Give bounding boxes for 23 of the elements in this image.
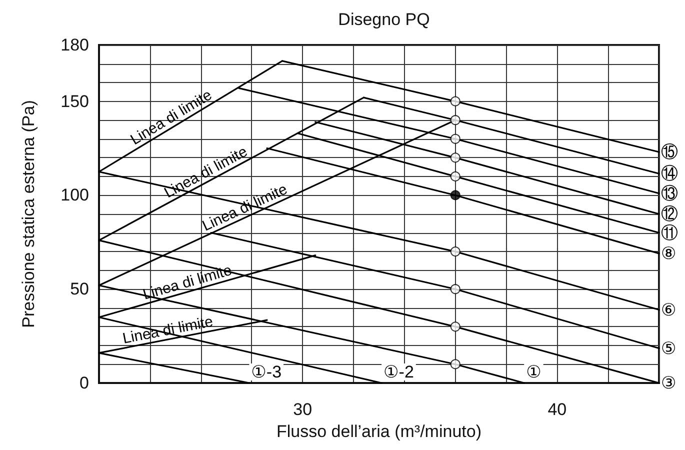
series-label: ⑫: [661, 204, 678, 224]
y-tick-label: 0: [80, 374, 89, 392]
series-label: ⑬: [661, 184, 678, 203]
series-label: ⑥: [661, 300, 676, 320]
series-label: ①: [526, 362, 542, 382]
series-label: ⑤: [661, 338, 676, 358]
chart-title: Disegno PQ: [338, 10, 430, 29]
y-axis-title: Pressione statica esterna (Pa): [19, 100, 38, 328]
x-tick-label: 30: [293, 400, 312, 419]
series-label: ⑧: [661, 244, 676, 263]
x-axis-title: Flusso dell’aria (m³/minuto): [276, 422, 482, 441]
x-tick-label: 40: [548, 400, 567, 419]
series-label: ⑪: [661, 223, 678, 242]
y-tick-label: 100: [60, 186, 89, 205]
y-tick-label: 150: [60, 92, 89, 111]
y-tick-label: 50: [70, 280, 89, 299]
text: Linea di limite: [128, 86, 215, 148]
series-label: ⑭: [661, 164, 678, 184]
y-tick-label: 180: [60, 36, 89, 54]
series-label: ⑮: [661, 142, 678, 162]
series-label: ③: [661, 374, 676, 392]
series-label: ①-2: [384, 362, 414, 382]
series-label: ①-3: [251, 362, 282, 382]
